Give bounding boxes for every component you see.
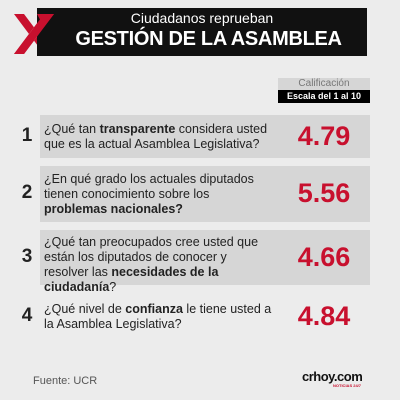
score: 4.79	[297, 120, 351, 151]
logo: crhoy.com	[302, 369, 363, 384]
item-number: 4	[21, 305, 33, 326]
question-text: ?	[109, 280, 117, 294]
row-background	[40, 230, 370, 285]
title: GESTIÓN DE LA ASAMBLEA	[75, 28, 342, 50]
item-number: 2	[21, 182, 33, 203]
score: 5.56	[297, 178, 351, 208]
score-scale: Escala del 1 al 10	[278, 90, 370, 103]
logo-tagline: NOTICIAS 24/7	[333, 383, 362, 388]
row-background	[40, 166, 370, 222]
question: ¿Qué tan preocupados cree usted que está…	[44, 235, 274, 295]
source: Fuente: UCR	[33, 375, 98, 387]
item-number: 1	[21, 124, 33, 146]
question-text: ¿Qué nivel de	[44, 302, 126, 316]
item-number: 3	[21, 245, 33, 267]
question-text: ¿En qué grado los actuales diputados tie…	[44, 171, 254, 201]
red-x-overlay	[14, 14, 54, 54]
row-background	[40, 115, 370, 158]
question-bold: problemas nacionales?	[44, 201, 183, 216]
question: ¿En qué grado los actuales diputados tie…	[44, 172, 274, 217]
question: ¿Qué tan transparente considera usted qu…	[44, 122, 274, 152]
question-text: considera usted que es la actual Asamble…	[44, 121, 268, 151]
question-bold: necesidades de la ciudadanía	[44, 265, 219, 294]
score: 4.84	[297, 301, 351, 331]
score: 4.66	[297, 241, 351, 272]
title-box	[37, 8, 367, 56]
question-text: ¿Qué tan preocupados cree usted que está…	[44, 235, 259, 279]
question-text: ¿Qué tan	[44, 121, 100, 136]
subtitle: Ciudadanos reprueban	[130, 10, 274, 26]
question-bold: transparente	[99, 121, 176, 136]
question-bold: confianza	[125, 302, 183, 316]
question: ¿Qué nivel de confianza le tiene usted a…	[44, 302, 274, 332]
score-label: Calificación	[278, 78, 370, 90]
question-text: le tiene usted a la Asamblea Legislativa…	[44, 302, 272, 331]
